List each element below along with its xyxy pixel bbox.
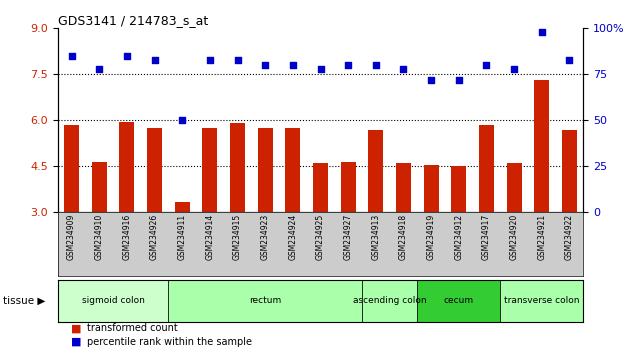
Point: [537, 29, 547, 35]
Bar: [362, 280, 417, 322]
Text: GSM234912: GSM234912: [454, 214, 463, 260]
Text: ■: ■: [71, 324, 81, 333]
Text: GSM234922: GSM234922: [565, 214, 574, 260]
Text: GSM234915: GSM234915: [233, 214, 242, 260]
Point: [67, 53, 77, 59]
Text: sigmoid colon: sigmoid colon: [81, 296, 144, 306]
Bar: [64, 125, 79, 212]
Bar: [479, 125, 494, 212]
Bar: [501, 280, 583, 322]
Bar: [58, 280, 169, 322]
Bar: [368, 130, 383, 212]
Bar: [313, 163, 328, 212]
Bar: [92, 162, 107, 212]
Bar: [534, 80, 549, 212]
Bar: [230, 124, 245, 212]
Text: GSM234910: GSM234910: [95, 214, 104, 260]
Text: GSM234918: GSM234918: [399, 214, 408, 260]
Text: rectum: rectum: [249, 296, 281, 306]
Bar: [417, 280, 501, 322]
Bar: [203, 128, 217, 212]
Text: GSM234924: GSM234924: [288, 214, 297, 260]
Text: GSM234911: GSM234911: [178, 214, 187, 260]
Bar: [451, 166, 467, 212]
Text: GSM234919: GSM234919: [427, 214, 436, 260]
Text: GDS3141 / 214783_s_at: GDS3141 / 214783_s_at: [58, 14, 208, 27]
Bar: [506, 163, 522, 212]
Bar: [424, 165, 439, 212]
Bar: [285, 128, 301, 212]
Point: [343, 62, 353, 68]
Point: [509, 66, 519, 72]
Text: cecum: cecum: [444, 296, 474, 306]
Point: [233, 57, 243, 62]
Text: GSM234925: GSM234925: [316, 214, 325, 260]
Bar: [396, 163, 411, 212]
Text: GSM234913: GSM234913: [371, 214, 380, 260]
Point: [149, 57, 160, 62]
Bar: [340, 162, 356, 212]
Text: GSM234926: GSM234926: [150, 214, 159, 260]
Bar: [258, 128, 273, 212]
Point: [204, 57, 215, 62]
Point: [177, 118, 187, 123]
Text: GSM234917: GSM234917: [482, 214, 491, 260]
Point: [94, 66, 104, 72]
Text: tissue ▶: tissue ▶: [3, 296, 46, 306]
Point: [454, 77, 464, 83]
Bar: [147, 128, 162, 212]
Point: [481, 62, 492, 68]
Bar: [169, 280, 362, 322]
Point: [370, 62, 381, 68]
Text: ■: ■: [71, 337, 81, 347]
Text: GSM234923: GSM234923: [261, 214, 270, 260]
Text: GSM234914: GSM234914: [205, 214, 214, 260]
Bar: [562, 130, 577, 212]
Text: GSM234921: GSM234921: [537, 214, 546, 260]
Point: [288, 62, 298, 68]
Text: GSM234920: GSM234920: [510, 214, 519, 260]
Point: [315, 66, 326, 72]
Text: transverse colon: transverse colon: [504, 296, 579, 306]
Text: transformed count: transformed count: [87, 324, 178, 333]
Text: GSM234927: GSM234927: [344, 214, 353, 260]
Bar: [174, 202, 190, 212]
Point: [398, 66, 408, 72]
Point: [260, 62, 271, 68]
Text: ascending colon: ascending colon: [353, 296, 426, 306]
Text: GSM234916: GSM234916: [122, 214, 131, 260]
Point: [564, 57, 574, 62]
Point: [426, 77, 437, 83]
Point: [122, 53, 132, 59]
Bar: [119, 122, 135, 212]
Text: GSM234909: GSM234909: [67, 214, 76, 260]
Text: percentile rank within the sample: percentile rank within the sample: [87, 337, 251, 347]
